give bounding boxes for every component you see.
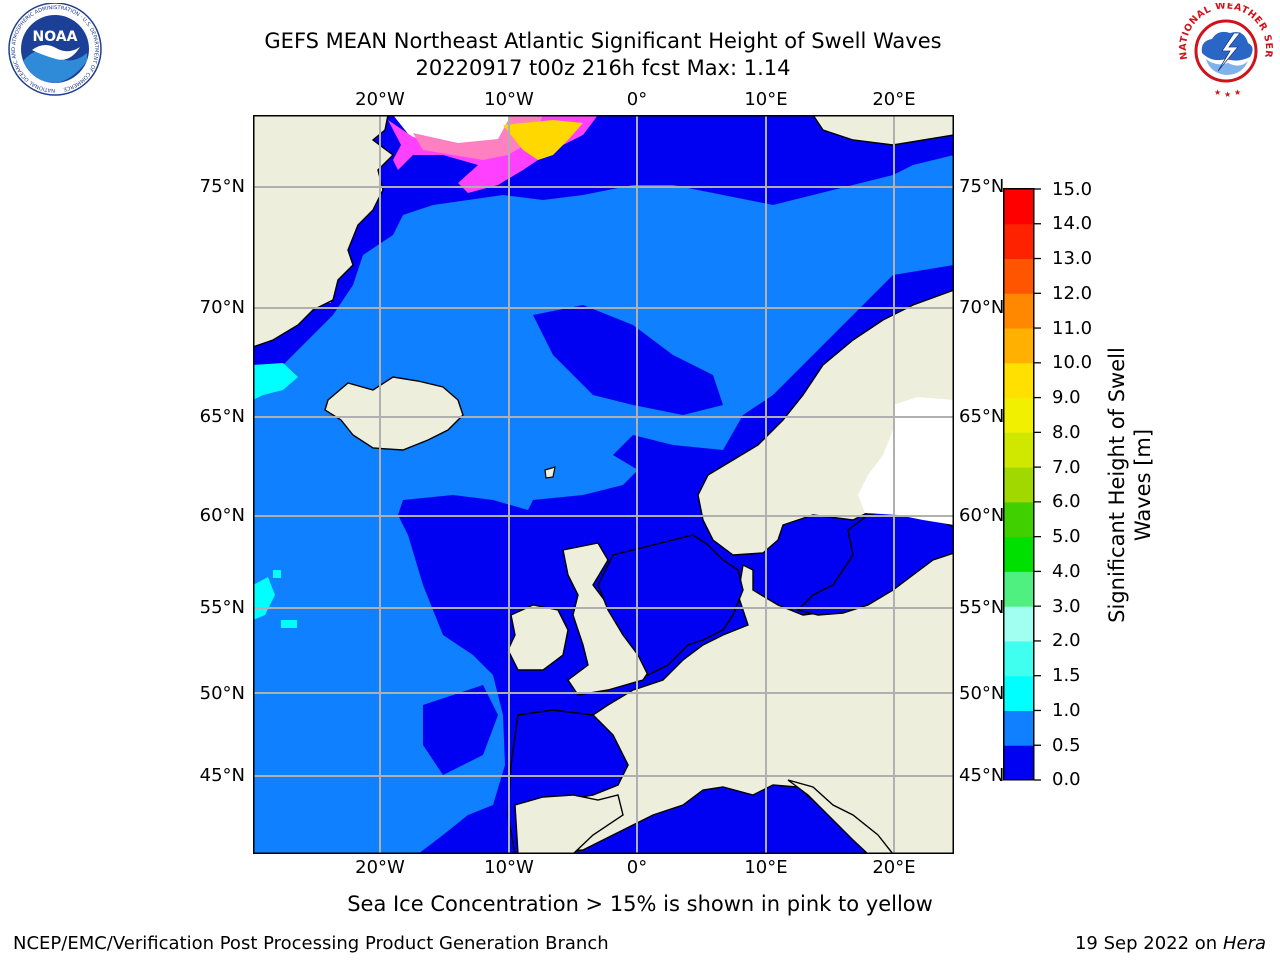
lon-tick-top: 10°W bbox=[484, 89, 534, 110]
lat-tick-left: 55°N bbox=[199, 597, 245, 618]
colorbar-tick-label: 11.0 bbox=[1052, 318, 1093, 339]
colorbar-tick-label: 4.0 bbox=[1052, 561, 1081, 582]
lon-tick-top: 10°E bbox=[744, 89, 788, 110]
map-plot bbox=[253, 115, 954, 854]
land-great-britain bbox=[562, 542, 654, 696]
ocean-swell-mid-region bbox=[253, 155, 954, 854]
colorbar-band bbox=[1004, 432, 1034, 468]
footer-machine: Hera bbox=[1222, 933, 1266, 954]
colorbar-label: Significant Height of Swell Waves [m] bbox=[1105, 347, 1155, 623]
colorbar-tick-label: 8.0 bbox=[1052, 422, 1081, 443]
colorbar-tick-label: 0.5 bbox=[1052, 735, 1081, 756]
colorbar-tick-label: 13.0 bbox=[1052, 248, 1093, 269]
lat-tick-left: 75°N bbox=[199, 176, 245, 197]
colorbar-band bbox=[1004, 328, 1034, 364]
land-faroe-islands bbox=[544, 466, 556, 479]
sea-ice-region bbox=[503, 120, 583, 160]
colorbar-band bbox=[1004, 501, 1034, 538]
colorbar-band bbox=[1004, 536, 1034, 572]
noaa-name: NOAA bbox=[33, 29, 78, 45]
colorbar bbox=[1003, 188, 1041, 781]
lon-tick-top: 20°E bbox=[872, 89, 916, 110]
svg-text:★: ★ bbox=[1224, 90, 1231, 99]
colorbar-band bbox=[1004, 640, 1034, 677]
colorbar-tick-label: 2.0 bbox=[1052, 630, 1081, 651]
nws-logo: NATIONAL WEATHER SERVICE ★★★ bbox=[1176, 3, 1274, 99]
land-iceland bbox=[324, 376, 464, 451]
graticule bbox=[253, 115, 954, 854]
ocean-swell-light-patch bbox=[253, 363, 298, 400]
lon-tick-bottom: 10°W bbox=[484, 857, 534, 878]
sea-ice-note: Sea Ice Concentration > 15% is shown in … bbox=[347, 892, 933, 916]
noaa-logo: NATIONAL OCEANIC AND ATMOSPHERIC ADMINIS… bbox=[8, 3, 102, 96]
lat-tick-right: 45°N bbox=[959, 765, 1005, 786]
land-iberia bbox=[514, 794, 624, 854]
colorbar-tick-label: 3.0 bbox=[1052, 596, 1081, 617]
ocean-bothnia-unmasked bbox=[858, 397, 954, 525]
colorbar-tick-label: 14.0 bbox=[1052, 213, 1093, 234]
colorbar-tick-label: 1.5 bbox=[1052, 665, 1081, 686]
colorbar-tick-label: 15.0 bbox=[1052, 179, 1093, 200]
colorbar-band bbox=[1004, 293, 1034, 329]
colorbar-band bbox=[1004, 675, 1034, 711]
ocean-swell-light-patch bbox=[281, 620, 297, 628]
colorbar-band bbox=[1004, 571, 1034, 607]
lon-tick-bottom: 20°W bbox=[355, 857, 405, 878]
ocean-swell-low-pocket bbox=[533, 305, 723, 415]
lon-tick-top: 20°W bbox=[355, 89, 405, 110]
lat-tick-left: 45°N bbox=[199, 765, 245, 786]
lat-tick-right: 60°N bbox=[959, 505, 1005, 526]
colorbar-band bbox=[1004, 467, 1034, 503]
chart-subtitle: 20220917 t00z 216h fcst Max: 1.14 bbox=[415, 56, 791, 80]
lat-tick-right: 65°N bbox=[959, 406, 1005, 427]
ocean-swell-low-pocket bbox=[423, 685, 498, 775]
lon-tick-top: 0° bbox=[626, 89, 648, 110]
chart-title: GEFS MEAN Northeast Atlantic Significant… bbox=[264, 29, 942, 53]
colorbar-tick-label: 6.0 bbox=[1052, 491, 1081, 512]
colorbar-tick-label: 10.0 bbox=[1052, 352, 1093, 373]
colorbar-band bbox=[1004, 745, 1034, 781]
footer-credit: NCEP/EMC/Verification Post Processing Pr… bbox=[13, 933, 609, 954]
lon-tick-bottom: 10°E bbox=[744, 857, 788, 878]
colorbar-tick-label: 7.0 bbox=[1052, 457, 1081, 478]
colorbar-band bbox=[1004, 258, 1034, 294]
land-italy bbox=[787, 779, 894, 854]
colorbar-tick-label: 0.0 bbox=[1052, 769, 1081, 790]
footer-date-text: 19 Sep 2022 on bbox=[1074, 933, 1218, 954]
map-frame bbox=[253, 115, 954, 854]
lon-tick-bottom: 20°E bbox=[872, 857, 916, 878]
colorbar-band bbox=[1004, 362, 1034, 399]
ocean-swell-light-patch bbox=[273, 570, 281, 578]
lat-tick-left: 65°N bbox=[199, 406, 245, 427]
ocean-north-sea bbox=[597, 534, 744, 676]
lat-tick-left: 50°N bbox=[199, 683, 245, 704]
ocean-swell-low-pocket bbox=[443, 525, 523, 615]
colorbar-tick-label: 1.0 bbox=[1052, 700, 1081, 721]
land-greenland bbox=[253, 115, 395, 348]
colorbar-band bbox=[1004, 710, 1034, 746]
footer-date: 19 Sep 2022 on Hera bbox=[1075, 933, 1266, 955]
lon-tick-bottom: 0° bbox=[626, 857, 648, 878]
lat-tick-right: 55°N bbox=[959, 597, 1005, 618]
colorbar-band bbox=[1004, 397, 1034, 433]
colorbar-band bbox=[1004, 189, 1034, 225]
lat-tick-right: 70°N bbox=[959, 297, 1005, 318]
svg-text:★: ★ bbox=[1214, 88, 1221, 97]
colorbar-tick-label: 5.0 bbox=[1052, 526, 1081, 547]
ocean-swell-light-patch bbox=[253, 577, 275, 620]
lat-tick-left: 60°N bbox=[199, 505, 245, 526]
svg-text:★: ★ bbox=[1234, 88, 1241, 97]
colorbar-tick-label: 12.0 bbox=[1052, 283, 1093, 304]
colorbar-tick-label: 9.0 bbox=[1052, 387, 1081, 408]
lat-tick-left: 70°N bbox=[199, 297, 245, 318]
lat-tick-right: 50°N bbox=[959, 683, 1005, 704]
colorbar-band bbox=[1004, 223, 1034, 260]
lat-tick-right: 75°N bbox=[959, 176, 1005, 197]
colorbar-band bbox=[1004, 606, 1034, 642]
